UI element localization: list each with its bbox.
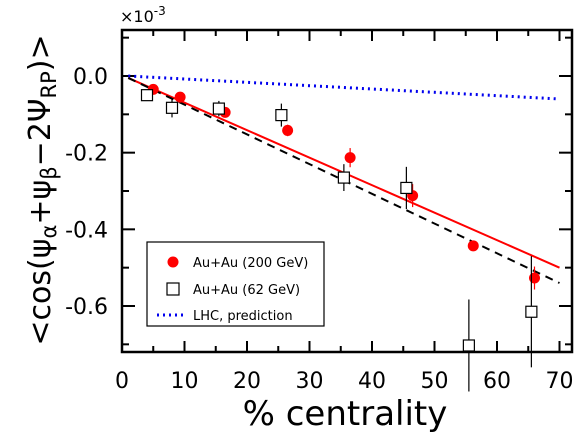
data-point-200gev bbox=[282, 124, 294, 136]
plot-area: 0 10 20 30 40 50 60 70 0.0 -0.2 -0.4 -0.6 bbox=[65, 28, 574, 394]
axis-multiplier-exponent: -3 bbox=[154, 4, 166, 18]
data-point-62gev bbox=[212, 102, 225, 115]
y-axis-title: <cos(ψα+ψβ−2ΨRP)> bbox=[23, 34, 61, 345]
x-tick-label: 40 bbox=[358, 369, 386, 394]
data-point-200gev bbox=[174, 91, 186, 103]
legend-label: LHC, prediction bbox=[193, 309, 293, 324]
data-point-200gev bbox=[467, 240, 479, 252]
data-point-62gev bbox=[165, 101, 179, 114]
data-point-200gev bbox=[344, 152, 356, 164]
axis-multiplier-base: ×10 bbox=[120, 7, 154, 26]
data-point-62gev bbox=[400, 181, 413, 195]
x-tick-label: 30 bbox=[296, 369, 324, 394]
data-point-62gev bbox=[462, 339, 475, 352]
y-tick-label: 0.0 bbox=[73, 65, 108, 90]
x-tick-label: 0 bbox=[115, 369, 129, 394]
y-tick-label: -0.4 bbox=[65, 218, 108, 243]
legend-marker-circle bbox=[167, 256, 179, 268]
legend-marker-square bbox=[166, 282, 180, 296]
legend-label: Au+Au (62 GeV) bbox=[193, 283, 300, 298]
x-axis-title: % centrality bbox=[243, 394, 448, 432]
data-point-62gev bbox=[337, 171, 350, 184]
legend: Au+Au (200 GeV) Au+Au (62 GeV) LHC, predic… bbox=[146, 241, 325, 327]
data-point-62gev bbox=[140, 89, 154, 102]
data-point-200gev bbox=[529, 272, 540, 284]
series-line-dotted bbox=[128, 74, 560, 101]
x-tick-label: 50 bbox=[421, 369, 449, 394]
x-tick-label: 70 bbox=[546, 369, 574, 394]
axis-multiplier: ×10-3 bbox=[120, 4, 166, 26]
legend-label: Au+Au (200 GeV) bbox=[193, 256, 308, 271]
y-tick-label: -0.2 bbox=[65, 142, 108, 167]
y-tick-label: -0.6 bbox=[65, 295, 108, 320]
x-tick-label: 10 bbox=[171, 369, 199, 394]
data-point-62gev bbox=[275, 108, 288, 122]
x-tick-label: 20 bbox=[233, 369, 261, 394]
data-point-62gev bbox=[525, 305, 538, 318]
x-tick-label: 60 bbox=[483, 369, 511, 394]
